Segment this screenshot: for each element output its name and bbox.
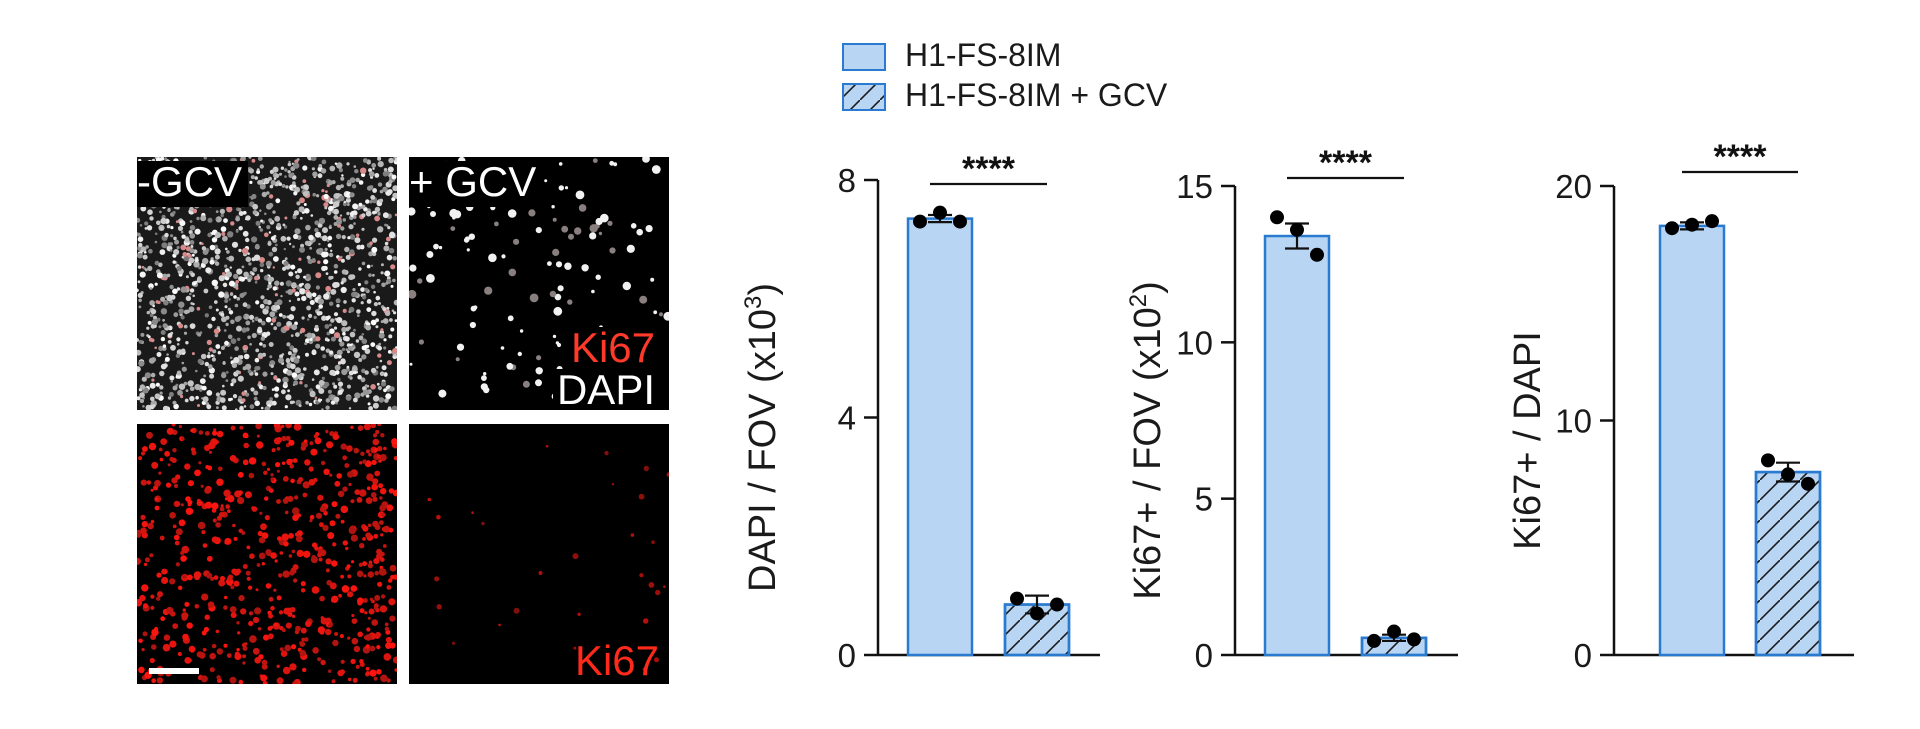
- data-point: [933, 205, 947, 220]
- label-minus-gcv: -GCV: [137, 161, 248, 207]
- significance-stars: ****: [962, 150, 1016, 188]
- y-tick-label: 0: [838, 637, 856, 674]
- y-axis-label: Ki67+ / DAPI: [1507, 331, 1549, 550]
- data-point: [1030, 606, 1044, 621]
- bar-chart-3: 0 10 20 Ki67+ / DAPI ****: [1507, 138, 1854, 674]
- bar-chart-2: 0 5 10 15 Ki67+ / FOV (x102) ****: [1125, 144, 1458, 674]
- bar: [1658, 224, 1726, 657]
- data-point: [1781, 467, 1795, 482]
- y-tick-label: 8: [838, 162, 856, 199]
- label-bottom-ki67: Ki67: [574, 637, 659, 684]
- data-point: [1387, 624, 1401, 639]
- bar: [906, 217, 974, 657]
- y-tick-label: 10: [1176, 324, 1213, 361]
- data-point: [953, 214, 967, 229]
- y-tick-label: 4: [838, 400, 856, 437]
- significance-stars: ****: [1319, 144, 1373, 182]
- data-point: [1050, 597, 1064, 612]
- significance-stars: ****: [1714, 138, 1768, 176]
- data-point: [1407, 632, 1421, 647]
- legend-item-label: H1-FS-8IM + GCV: [905, 77, 1168, 113]
- data-point: [1290, 222, 1304, 237]
- label-stain-ki67: Ki67: [566, 327, 659, 369]
- legend-swatch-solid: [842, 43, 886, 71]
- y-tick-label: 10: [1555, 403, 1592, 440]
- y-axis-label: Ki67+ / FOV (x102): [1125, 281, 1169, 600]
- legend-item-label: H1-FS-8IM: [905, 37, 1061, 73]
- bar-hatch: [1754, 470, 1822, 657]
- data-point: [1665, 221, 1679, 236]
- data-point: [1367, 633, 1381, 648]
- micrograph-plus-gcv-ki67: Ki67: [409, 424, 669, 684]
- legend: H1-FS-8IM H1-FS-8IM + GCV: [842, 37, 1168, 113]
- y-axis-label: DAPI / FOV (x103): [740, 283, 784, 592]
- data-point: [1310, 247, 1324, 262]
- y-tick-label: 0: [1195, 637, 1213, 674]
- data-point: [1685, 217, 1699, 232]
- bar-chart-1: 0 4 8 DAPI / FOV (x103) ****: [740, 150, 1100, 674]
- bar: [1263, 234, 1331, 657]
- data-point: [913, 214, 927, 229]
- y-tick-label: 5: [1195, 481, 1213, 518]
- data-point: [1270, 210, 1284, 225]
- data-point: [1761, 453, 1775, 468]
- micrograph-plus-gcv-merge: + GCV Ki67 DAPI: [409, 157, 669, 410]
- data-point: [1801, 476, 1815, 491]
- micrograph-minus-gcv-ki67: [137, 424, 397, 684]
- label-plus-gcv: + GCV: [409, 161, 543, 207]
- y-tick-label: 0: [1574, 637, 1592, 674]
- data-point: [1010, 591, 1024, 606]
- data-point: [1705, 214, 1719, 229]
- micrograph-minus-gcv-merge: -GCV: [137, 157, 397, 410]
- scale-bar: [149, 668, 199, 674]
- y-tick-label: 15: [1176, 168, 1213, 205]
- y-tick-label: 20: [1555, 168, 1592, 205]
- label-stain-dapi: DAPI: [552, 369, 659, 410]
